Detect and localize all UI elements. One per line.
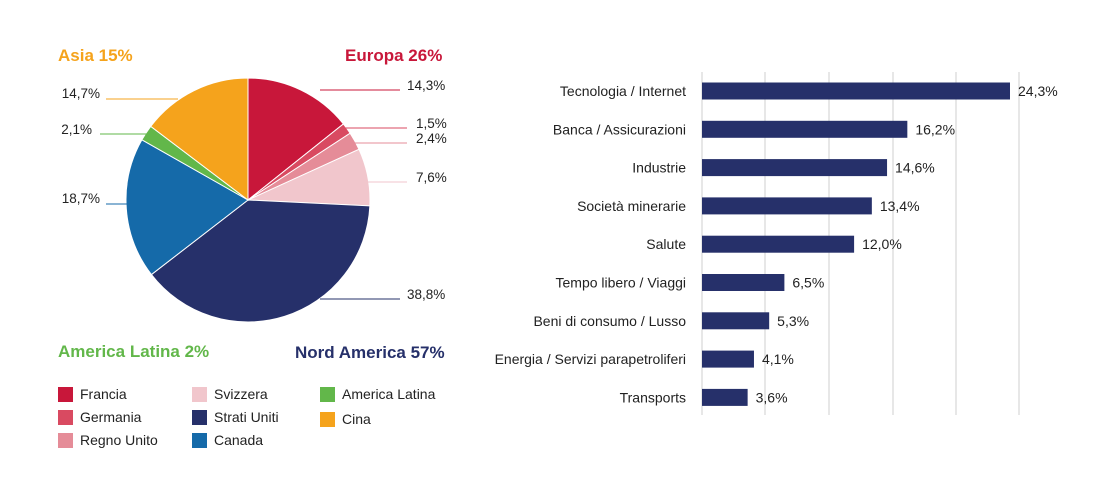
- legend-label: America Latina: [342, 386, 436, 402]
- category-label: Tecnologia / Internet: [560, 83, 686, 99]
- legend-item-regno-unito: Regno Unito: [58, 432, 158, 448]
- bar-value-label: 4,1%: [762, 351, 794, 367]
- legend-label: Svizzera: [214, 386, 268, 402]
- bar-tecnologia-internet: [702, 82, 1010, 100]
- legend-swatch: [320, 386, 335, 402]
- legend-item-cina: Cina: [320, 411, 371, 427]
- category-label: Beni di consumo / Lusso: [533, 313, 686, 329]
- bar-tempo-libero-viaggi: [702, 274, 785, 291]
- legend-swatch: [192, 432, 207, 448]
- category-label: Salute: [646, 236, 686, 252]
- category-label: Industrie: [632, 160, 686, 176]
- legend-label: Strati Uniti: [214, 409, 279, 425]
- category-label: Banca / Assicurazioni: [553, 121, 686, 137]
- legend-label: Regno Unito: [80, 432, 158, 448]
- legend-item-strati-uniti: Strati Uniti: [192, 409, 279, 425]
- legend-swatch: [192, 409, 207, 425]
- legend-label: Francia: [80, 386, 127, 402]
- legend-swatch: [58, 432, 73, 448]
- bar-salute: [702, 235, 855, 253]
- category-label: Transports: [620, 389, 686, 405]
- bar-value-label: 16,2%: [915, 121, 955, 137]
- legend-item-germania: Germania: [58, 409, 141, 425]
- bar-transports: [702, 388, 748, 406]
- bar-value-label: 24,3%: [1018, 83, 1058, 99]
- pie-slice-cina: [150, 77, 249, 202]
- region-label-europa: Europa 26%: [345, 46, 443, 65]
- pie-slice-francia: [247, 77, 345, 202]
- region-label-america-latina: America Latina 2%: [58, 342, 210, 361]
- bar-industrie: [702, 159, 888, 177]
- legend-label: Canada: [214, 432, 264, 448]
- pie-value-label: 18,7%: [62, 191, 100, 206]
- legend-item-francia: Francia: [58, 386, 127, 402]
- bar-value-label: 14,6%: [895, 160, 935, 176]
- bar-value-label: 5,3%: [777, 313, 809, 329]
- region-label-asia: Asia 15%: [58, 46, 133, 65]
- legend-swatch: [320, 411, 335, 427]
- legend-item-america-latina: America Latina: [320, 386, 435, 402]
- region-label-nord-america: Nord America 57%: [295, 343, 445, 362]
- pie-value-label: 14,3%: [407, 78, 445, 93]
- legend-label: Cina: [342, 411, 371, 427]
- bar-value-label: 12,0%: [862, 236, 902, 252]
- legend-swatch: [192, 386, 207, 402]
- category-label: Energia / Servizi parapetroliferi: [495, 351, 686, 367]
- legend-item-svizzera: Svizzera: [192, 386, 268, 402]
- pie-slice-canada: [125, 139, 249, 276]
- pie-value-label: 14,7%: [62, 86, 100, 101]
- bar-banca-assicurazioni: [702, 120, 908, 138]
- legend-swatch: [58, 386, 73, 402]
- legend-item-canada: Canada: [192, 432, 263, 448]
- pie-value-label: 7,6%: [416, 170, 447, 185]
- bar-value-label: 13,4%: [880, 198, 920, 214]
- pie-chart: 14,3% 1,5%2,4% 7,6% 38,8% 18,7% 2,1% 14,7%: [61, 77, 447, 323]
- bar-energia-servizi-parapetroliferi: [702, 350, 754, 368]
- legend-swatch: [58, 409, 73, 425]
- pie-value-label: 2,1%: [61, 122, 92, 137]
- bar-value-label: 3,6%: [756, 389, 788, 405]
- bar-societa-minerarie: [702, 197, 872, 215]
- pie-legend: Francia Germania Regno Unito Svizzera St…: [58, 384, 478, 454]
- legend-label: Germania: [80, 409, 142, 425]
- pie-slice-strati-uniti: [150, 199, 371, 323]
- category-label: Società minerarie: [577, 198, 686, 214]
- pie-value-label: 38,8%: [407, 287, 445, 302]
- bar-value-label: 6,5%: [792, 275, 824, 291]
- pie-value-label: 2,4%: [416, 131, 447, 146]
- category-label: Tempo libero / Viaggi: [556, 275, 686, 291]
- bar-beni-di-consumo-lusso: [702, 312, 770, 330]
- pie-value-label: 1,5%: [416, 116, 447, 131]
